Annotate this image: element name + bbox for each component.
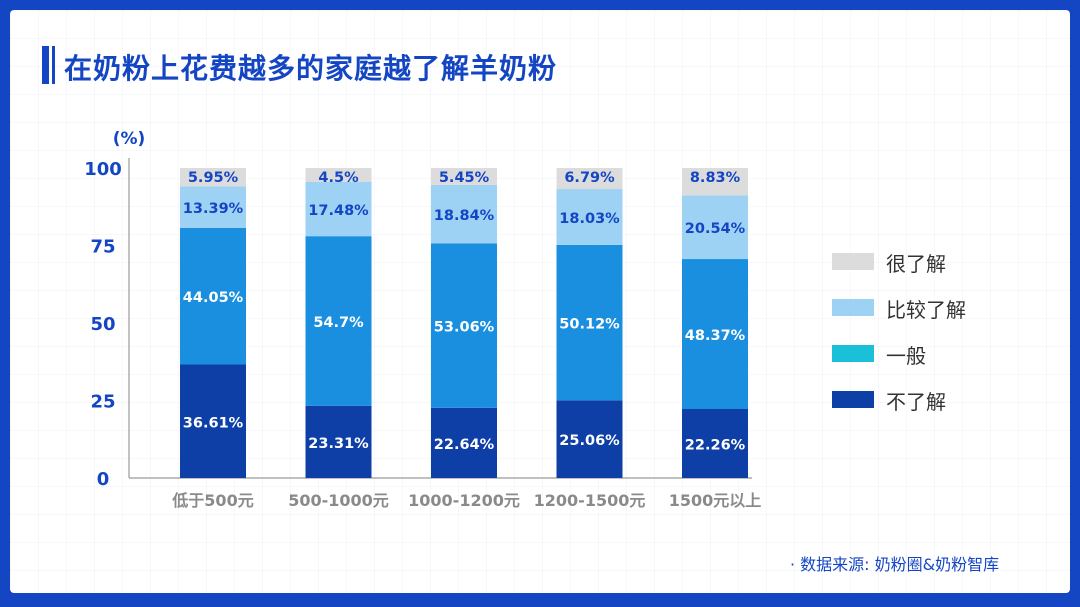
bar-segment	[556, 244, 623, 401]
data-label: 5.95%	[188, 170, 239, 186]
data-label: 50.12%	[559, 317, 620, 333]
x-tick-label: 低于500元	[171, 491, 253, 510]
page-title: 在奶粉上花费越多的家庭越了解羊奶粉	[64, 52, 558, 85]
legend-item: 比较了解	[832, 294, 992, 322]
bar-segment	[431, 184, 497, 244]
slide-frame	[10, 10, 1070, 593]
legend-label: 很了解	[886, 252, 946, 276]
bar-segment	[180, 168, 246, 187]
bar-segment	[180, 186, 246, 228]
data-label: 23.31%	[308, 436, 369, 452]
legend-item: 很了解	[832, 248, 992, 276]
data-label: 20.54%	[685, 221, 746, 237]
legend-label: 不了解	[886, 390, 946, 414]
bar-segment	[180, 364, 246, 478]
legend-item: 一般	[832, 340, 992, 368]
bar-segment	[682, 259, 748, 409]
bar-segment	[682, 408, 748, 478]
bar-segment	[305, 405, 372, 478]
x-tick-label: 1200-1500元	[534, 491, 646, 510]
bar-segment	[431, 243, 497, 408]
data-label: 8.83%	[690, 170, 741, 186]
y-tick-label: 50	[90, 314, 115, 335]
legend-swatch	[832, 253, 874, 270]
bar-segment	[305, 168, 372, 182]
bar-segment	[682, 195, 748, 260]
data-label: 17.48%	[308, 203, 369, 219]
data-label: 13.39%	[183, 201, 244, 217]
y-tick-label: 100	[84, 159, 122, 180]
data-label: 25.06%	[559, 433, 620, 449]
data-label: 44.05%	[183, 290, 244, 306]
bar-segment	[431, 407, 497, 478]
data-label: 5.45%	[439, 170, 490, 186]
data-label: 18.84%	[434, 208, 495, 224]
legend-swatch	[832, 299, 874, 316]
data-label: 48.37%	[685, 328, 746, 344]
bar-segment	[180, 227, 246, 365]
data-label: 53.06%	[434, 320, 495, 336]
title-accent-bar	[42, 46, 49, 84]
data-label: 6.79%	[564, 170, 615, 186]
data-label: 22.64%	[434, 437, 495, 453]
bar-segment	[556, 400, 623, 478]
bar-segment	[556, 189, 623, 245]
bar-segment	[682, 168, 748, 196]
bar-segment	[556, 168, 623, 190]
data-label: 4.5%	[318, 170, 359, 186]
bar-segment	[431, 168, 497, 185]
bar-segment	[305, 181, 372, 237]
y-unit-label: (%)	[113, 129, 146, 149]
bar-segment	[305, 236, 372, 406]
legend-swatch	[832, 345, 874, 362]
title-accent-bar-thin	[52, 46, 55, 84]
data-label: 54.7%	[313, 315, 364, 331]
data-source-note: · 数据来源: 奶粉圈&奶粉智库	[790, 555, 1000, 574]
data-label: 22.26%	[685, 437, 746, 453]
y-tick-label: 75	[90, 237, 115, 258]
legend-label: 比较了解	[886, 298, 966, 322]
x-tick-label: 1000-1200元	[408, 491, 520, 510]
data-label: 18.03%	[559, 211, 620, 227]
legend-swatch	[832, 391, 874, 408]
legend-item: 不了解	[832, 386, 992, 414]
legend-label: 一般	[886, 344, 926, 368]
x-tick-label: 1500元以上	[669, 491, 762, 510]
data-label: 36.61%	[183, 415, 244, 431]
y-tick-label: 0	[97, 469, 110, 490]
x-tick-label: 500-1000元	[288, 491, 389, 510]
y-tick-label: 25	[90, 392, 115, 413]
